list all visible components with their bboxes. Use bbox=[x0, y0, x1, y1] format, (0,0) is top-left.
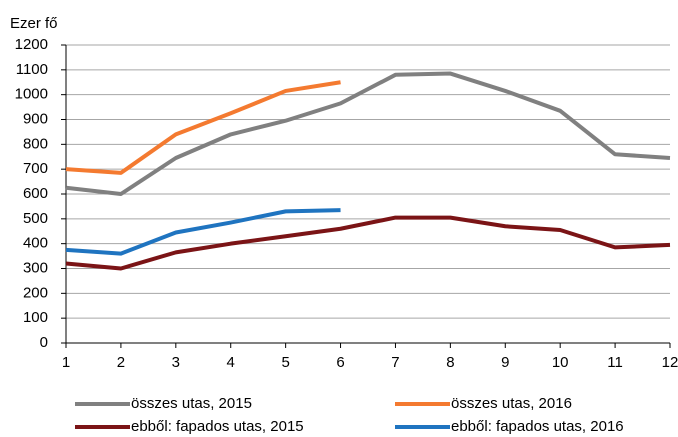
x-tick-label: 5 bbox=[281, 354, 289, 371]
x-tick-label: 11 bbox=[607, 354, 623, 371]
y-tick-label: 500 bbox=[23, 210, 48, 227]
y-tick-label: 600 bbox=[23, 185, 48, 202]
y-tick-label: 400 bbox=[23, 235, 48, 252]
legend-label: ebből: fapados utas, 2015 bbox=[131, 418, 304, 435]
y-axis-label: Ezer fő bbox=[10, 15, 58, 32]
series-line bbox=[65, 215, 671, 271]
x-tick-label: 7 bbox=[391, 354, 399, 371]
y-tick-label: 900 bbox=[23, 110, 48, 127]
x-tick-label: 3 bbox=[172, 354, 180, 371]
y-tick-label: 300 bbox=[23, 259, 48, 276]
series-line bbox=[65, 71, 671, 196]
series-line bbox=[65, 208, 341, 256]
series-line bbox=[65, 80, 341, 175]
x-tick-label: 8 bbox=[446, 354, 454, 371]
y-tick-label: 800 bbox=[23, 135, 48, 152]
x-tick-label: 4 bbox=[227, 354, 235, 371]
y-tick-label: 1100 bbox=[16, 61, 48, 78]
y-tick-label: 0 bbox=[40, 334, 48, 351]
y-tick-label: 100 bbox=[23, 309, 48, 326]
x-tick-label: 2 bbox=[117, 354, 125, 371]
legend-label: ebből: fapados utas, 2016 bbox=[451, 418, 624, 435]
x-tick-label: 10 bbox=[552, 354, 569, 371]
y-tick-label: 200 bbox=[23, 284, 48, 301]
y-tick-label: 700 bbox=[23, 160, 48, 177]
x-tick-label: 9 bbox=[501, 354, 509, 371]
y-tick-label: 1200 bbox=[15, 36, 48, 53]
legend-label: összes utas, 2015 bbox=[131, 395, 252, 412]
x-tick-label: 12 bbox=[662, 354, 678, 371]
legend-label: összes utas, 2016 bbox=[451, 395, 572, 412]
y-tick-label: 1000 bbox=[15, 86, 48, 103]
x-tick-label: 1 bbox=[62, 354, 70, 371]
x-tick-label: 6 bbox=[336, 354, 344, 371]
